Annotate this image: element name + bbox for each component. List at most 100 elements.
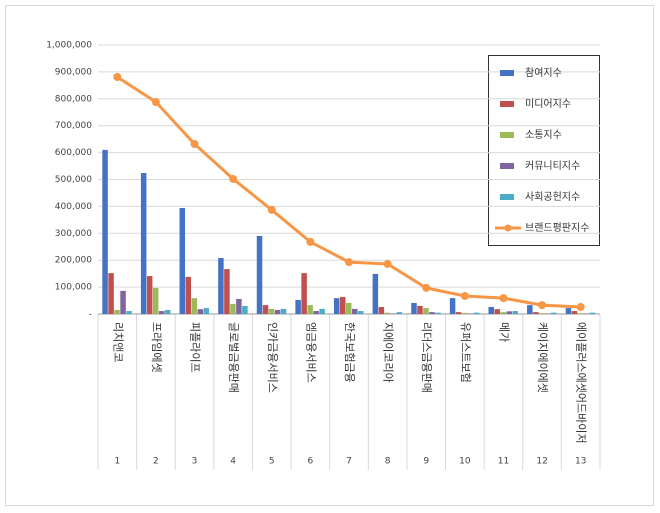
bar — [429, 312, 435, 314]
x-tick-label: 에이플러스에셋어드바이저 — [575, 322, 588, 443]
rank-label: 8 — [385, 457, 391, 467]
bar — [506, 311, 512, 314]
bar — [224, 269, 230, 314]
y-tick-label: 600,000 — [55, 148, 92, 158]
bar — [352, 308, 358, 314]
bar — [164, 309, 171, 314]
bar — [551, 312, 557, 314]
rank-label: 4 — [230, 457, 236, 467]
x-tick-label: 인카금융서비스 — [266, 322, 279, 393]
bar — [473, 312, 480, 314]
bar — [396, 312, 403, 314]
bar — [108, 273, 114, 314]
bar — [319, 308, 325, 314]
line-marker — [190, 139, 199, 148]
bar — [313, 311, 319, 314]
bar — [236, 298, 242, 314]
bar — [346, 302, 352, 314]
bar — [152, 287, 159, 314]
bar — [467, 313, 474, 314]
legend-swatch — [500, 163, 514, 169]
x-tick-label: 글로벌금융판매 — [227, 322, 240, 393]
bar — [494, 309, 500, 314]
bar — [358, 311, 364, 314]
legend-label: 브랜드평판지수 — [525, 222, 589, 234]
x-tick-label: 피플라이프 — [189, 322, 202, 373]
legend-label: 미디어지수 — [525, 98, 571, 110]
bar — [455, 312, 462, 314]
rank-label: 7 — [346, 457, 352, 467]
bar — [512, 311, 518, 314]
bar — [140, 173, 147, 314]
bar — [390, 313, 397, 314]
bar — [545, 313, 551, 314]
bar — [500, 312, 506, 314]
legend-label: 커뮤니티지수 — [525, 160, 580, 172]
line-marker — [267, 205, 276, 214]
bar — [114, 309, 120, 314]
bar — [185, 276, 192, 314]
line-marker — [383, 259, 392, 268]
bar — [203, 308, 210, 314]
bar — [280, 308, 287, 314]
y-tick-label: 800,000 — [55, 94, 92, 104]
legend-label: 참여지수 — [525, 67, 562, 79]
rank-label: 6 — [308, 457, 314, 467]
line-marker — [538, 301, 547, 310]
rank-label: 11 — [498, 457, 509, 467]
bar — [120, 290, 126, 314]
x-tick-label: 메가 — [497, 322, 510, 342]
bar — [268, 308, 275, 314]
bar — [179, 208, 186, 314]
bar — [449, 298, 456, 314]
rank-label: 3 — [192, 457, 198, 467]
rank-label: 1 — [114, 457, 120, 467]
rank-label: 2 — [153, 457, 159, 467]
bar — [274, 309, 281, 314]
bar — [126, 311, 132, 314]
x-tick-label: 리더스금융판매 — [420, 322, 433, 393]
rank-label: 5 — [269, 457, 275, 467]
line-marker — [499, 294, 508, 303]
legend-label: 사회공헌지수 — [525, 191, 580, 203]
legend-marker — [504, 224, 512, 232]
y-tick-label: 700,000 — [55, 121, 92, 131]
bar — [423, 308, 429, 314]
bar — [372, 273, 379, 314]
bar — [417, 305, 423, 314]
bar — [583, 313, 590, 314]
y-tick-label: 100,000 — [55, 283, 92, 293]
bar — [230, 304, 236, 314]
line-marker — [306, 237, 315, 246]
rank-label: 9 — [423, 457, 429, 467]
bar — [334, 298, 340, 314]
x-tick-label: 유퍼스트보험 — [459, 322, 472, 383]
x-tick-label: 지에이코리아 — [382, 322, 395, 383]
line-marker — [345, 258, 353, 267]
bar — [577, 313, 584, 314]
bar — [378, 307, 385, 314]
bar — [307, 305, 313, 314]
line-marker — [113, 73, 122, 82]
y-tick-label: 300,000 — [55, 229, 92, 239]
bar — [435, 312, 441, 314]
y-tick-label: 200,000 — [55, 256, 92, 266]
y-tick-label: - — [89, 310, 92, 320]
bar — [256, 235, 263, 314]
line-marker — [576, 303, 585, 312]
x-tick-label: 엠금융서비스 — [304, 322, 317, 383]
bar — [461, 312, 468, 314]
bar — [411, 302, 417, 314]
x-tick-label: 한국보험금융 — [343, 322, 356, 383]
bar — [533, 312, 539, 314]
legend-swatch — [500, 194, 514, 200]
line-marker — [229, 174, 238, 183]
bar — [102, 149, 108, 314]
legend-swatch — [500, 101, 514, 107]
line-marker — [460, 291, 469, 300]
y-tick-label: 400,000 — [55, 202, 92, 212]
bar — [146, 276, 153, 314]
x-tick-label: 리치앤코 — [111, 322, 124, 362]
